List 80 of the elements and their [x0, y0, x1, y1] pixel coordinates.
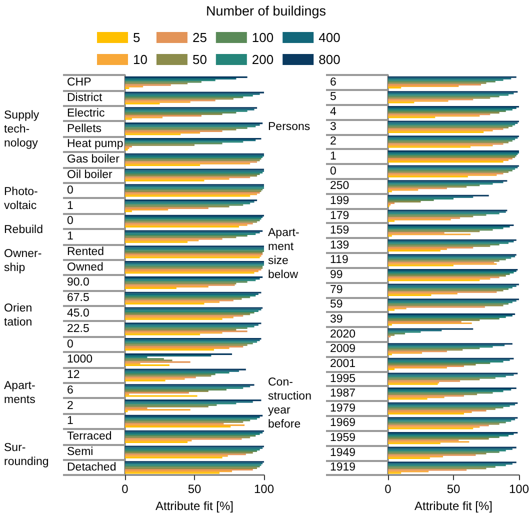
y-tick-label: 1 [67, 415, 74, 428]
y-tick-label: 99 [330, 269, 343, 282]
y-tick-label: 1 [67, 230, 74, 243]
y-tick-label: 1987 [330, 388, 356, 400]
y-tick-label: 22.5 [67, 322, 90, 335]
y-tick-label: 2 [330, 136, 336, 148]
y-tick-label: Heat pump [67, 138, 124, 150]
x-axis-title: Attribute fit [%] [155, 499, 234, 513]
y-tick-label: 1969 [330, 417, 356, 430]
y-tick-label: Gas boiler [67, 154, 120, 166]
legend-label: 25 [192, 30, 207, 45]
y-tick-label: 67.5 [67, 292, 90, 304]
y-tick-label: 2009 [330, 343, 356, 356]
y-tick-label: 1949 [330, 446, 356, 459]
legend-label: 5 [133, 30, 140, 45]
y-tick-label: 159 [330, 224, 350, 237]
y-tick-label: Oil boiler [67, 169, 113, 182]
legend-label: 100 [252, 30, 274, 45]
x-axis-title: Attribute fit [%] [414, 499, 493, 513]
legend-title: Number of buildings [206, 4, 326, 18]
legend-label: 50 [192, 52, 207, 67]
text: Apart- ment size below [268, 227, 300, 282]
legend-label: 10 [133, 52, 148, 67]
text: Owner- ship [4, 248, 42, 274]
y-tick-label: 1979 [330, 402, 356, 414]
y-tick-label: 199 [330, 194, 350, 207]
text: Persons [268, 121, 310, 134]
y-tick-label: 0 [67, 184, 74, 196]
legend-label: 800 [318, 52, 340, 67]
y-tick-label: 250 [330, 180, 350, 192]
y-tick-label: 1995 [330, 372, 356, 385]
x-tick-label: 0 [384, 482, 392, 496]
y-tick-label: 2020 [330, 328, 356, 340]
y-tick-label: Owned [67, 261, 104, 274]
y-tick-label: 1919 [330, 462, 356, 474]
x-tick-label: 100 [254, 482, 274, 496]
y-tick-label: 0 [330, 165, 336, 178]
y-tick-label: 59 [330, 298, 343, 311]
x-tick-label: 50 [188, 482, 202, 496]
text: Apart- ments [4, 380, 36, 406]
y-tick-label: Terraced [67, 430, 112, 443]
text: Orien tation [4, 302, 32, 328]
y-tick-label: 0 [67, 215, 74, 228]
y-tick-label: 39 [330, 314, 343, 326]
y-tick-label: 1959 [330, 432, 356, 444]
y-tick-label: 119 [330, 254, 348, 266]
y-tick-label: 2001 [330, 358, 356, 370]
text: Photo- voltaic [4, 186, 38, 212]
y-tick-label: CHP [67, 76, 92, 89]
y-tick-label: Electric [67, 107, 105, 120]
text: Supply tech- nology [4, 109, 40, 150]
y-tick-label: Rented [67, 246, 104, 258]
y-tick-label: Detached [67, 461, 116, 474]
y-tick-label: Pellets [67, 122, 102, 135]
legend-label: 200 [252, 52, 274, 67]
text: Sur- rounding [4, 442, 49, 468]
y-tick-label: District [67, 92, 103, 104]
y-tick-label: Semi [67, 446, 94, 458]
x-tick-label: 100 [508, 482, 530, 496]
text: Rebuild [4, 224, 43, 236]
y-tick-label: 4 [330, 106, 337, 118]
y-tick-label: 1000 [67, 354, 93, 366]
y-tick-label: 6 [330, 76, 336, 88]
y-tick-label: 90.0 [67, 276, 90, 289]
y-tick-label: 6 [67, 384, 74, 396]
y-tick-label: 45.0 [67, 308, 90, 320]
x-tick-label: 0 [122, 482, 129, 496]
y-tick-label: 0 [67, 338, 74, 350]
text: Con- struction year before [268, 376, 312, 430]
y-tick-label: 79 [330, 284, 343, 296]
y-tick-label: 12 [67, 369, 80, 382]
y-tick-label: 3 [330, 120, 336, 133]
y-tick-label: 2 [67, 400, 74, 412]
legend-label: 400 [318, 30, 340, 45]
y-tick-label: 1 [67, 200, 74, 212]
y-tick-label: 179 [330, 210, 350, 222]
y-tick-label: 5 [330, 91, 336, 104]
x-tick-label: 50 [446, 482, 460, 496]
y-tick-label: 1 [330, 150, 336, 162]
y-tick-label: 139 [330, 239, 350, 252]
